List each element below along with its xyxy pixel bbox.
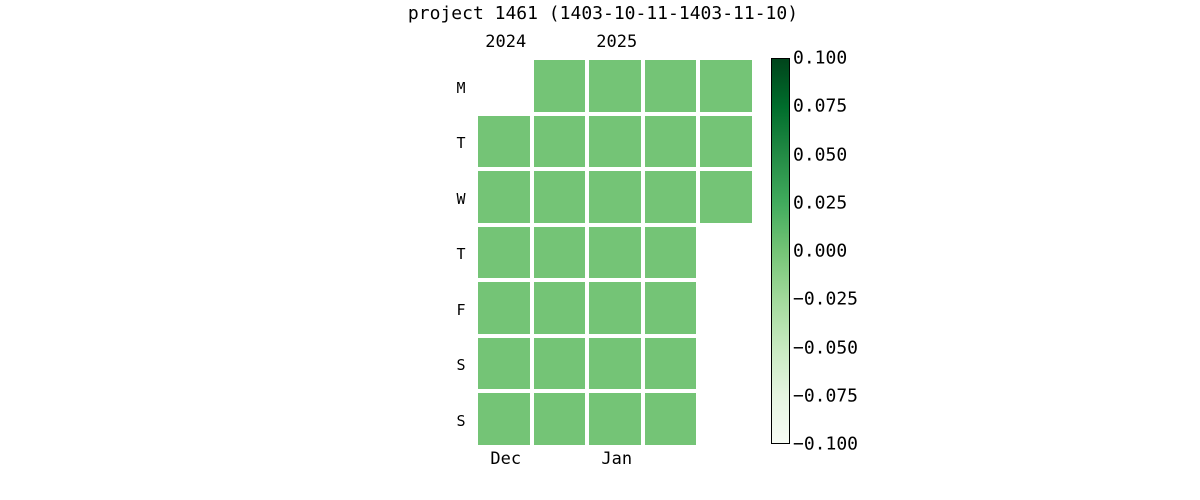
heatmap-cell-r1c3 <box>644 115 696 167</box>
colorbar-tick-label: 0.100 <box>793 47 848 69</box>
month-label: Dec <box>490 449 522 469</box>
weekday-label: T <box>456 245 466 264</box>
weekday-label: S <box>456 356 466 375</box>
chart-title: project 1461 (1403-10-11-1403-11-10) <box>407 3 799 24</box>
heatmap-cell-r2c2 <box>589 171 641 223</box>
heatmap-cell-r1c4 <box>700 115 752 167</box>
heatmap-cell-r0c3 <box>644 60 696 112</box>
year-label: 2025 <box>596 32 638 52</box>
heatmap-cell-r1c0 <box>478 115 530 167</box>
heatmap-cell-r6c1 <box>533 393 585 445</box>
heatmap-cell-r2c3 <box>644 171 696 223</box>
heatmap-cell-r1c1 <box>533 115 585 167</box>
heatmap-cell-r5c0 <box>478 337 530 389</box>
weekday-label: W <box>456 189 466 208</box>
heatmap-cell-r3c3 <box>644 226 696 278</box>
colorbar-tick-label: 0.025 <box>793 192 848 214</box>
colorbar-tick-label: −0.100 <box>793 433 859 455</box>
weekday-label: F <box>456 300 466 319</box>
heatmap-cell-r0c2 <box>589 60 641 112</box>
heatmap-cell-r5c2 <box>589 337 641 389</box>
colorbar-tick-label: −0.050 <box>793 337 859 358</box>
weekday-label: M <box>456 78 466 97</box>
heatmap-cell-r1c2 <box>589 115 641 167</box>
heatmap-cell-r6c2 <box>589 393 641 445</box>
heatmap-cell-r4c0 <box>478 282 530 334</box>
heatmap-cell-r2c1 <box>533 171 585 223</box>
colorbar-gradient <box>771 58 790 444</box>
weekday-label: S <box>456 411 466 430</box>
heatmap-cell-r4c3 <box>644 282 696 334</box>
heatmap-cell-r6c0 <box>478 393 530 445</box>
heatmap-cell-r0c4 <box>700 60 752 112</box>
heatmap-cell-r4c1 <box>533 282 585 334</box>
colorbar-tick-label: 0.075 <box>793 95 848 117</box>
heatmap-cell-r2c4 <box>700 171 752 223</box>
colorbar-tick-label: −0.025 <box>793 288 859 310</box>
weekday-label: T <box>456 134 466 153</box>
heatmap-cell-r2c0 <box>478 171 530 223</box>
heatmap-cell-r5c1 <box>533 337 585 389</box>
colorbar-tick-label: −0.075 <box>793 385 859 407</box>
heatmap-cell-r3c2 <box>589 226 641 278</box>
heatmap-cell-r4c2 <box>589 282 641 334</box>
heatmap-cell-r3c0 <box>478 226 530 278</box>
heatmap-cell-r0c1 <box>533 60 585 112</box>
year-label: 2024 <box>485 32 527 52</box>
heatmap-cell-r5c3 <box>644 337 696 389</box>
month-label: Jan <box>601 449 633 469</box>
colorbar-tick-label: 0.050 <box>793 144 848 165</box>
heatmap-cell-r6c3 <box>644 393 696 445</box>
colorbar-tick-label: 0.000 <box>793 240 848 262</box>
heatmap-cell-r3c1 <box>533 226 585 278</box>
